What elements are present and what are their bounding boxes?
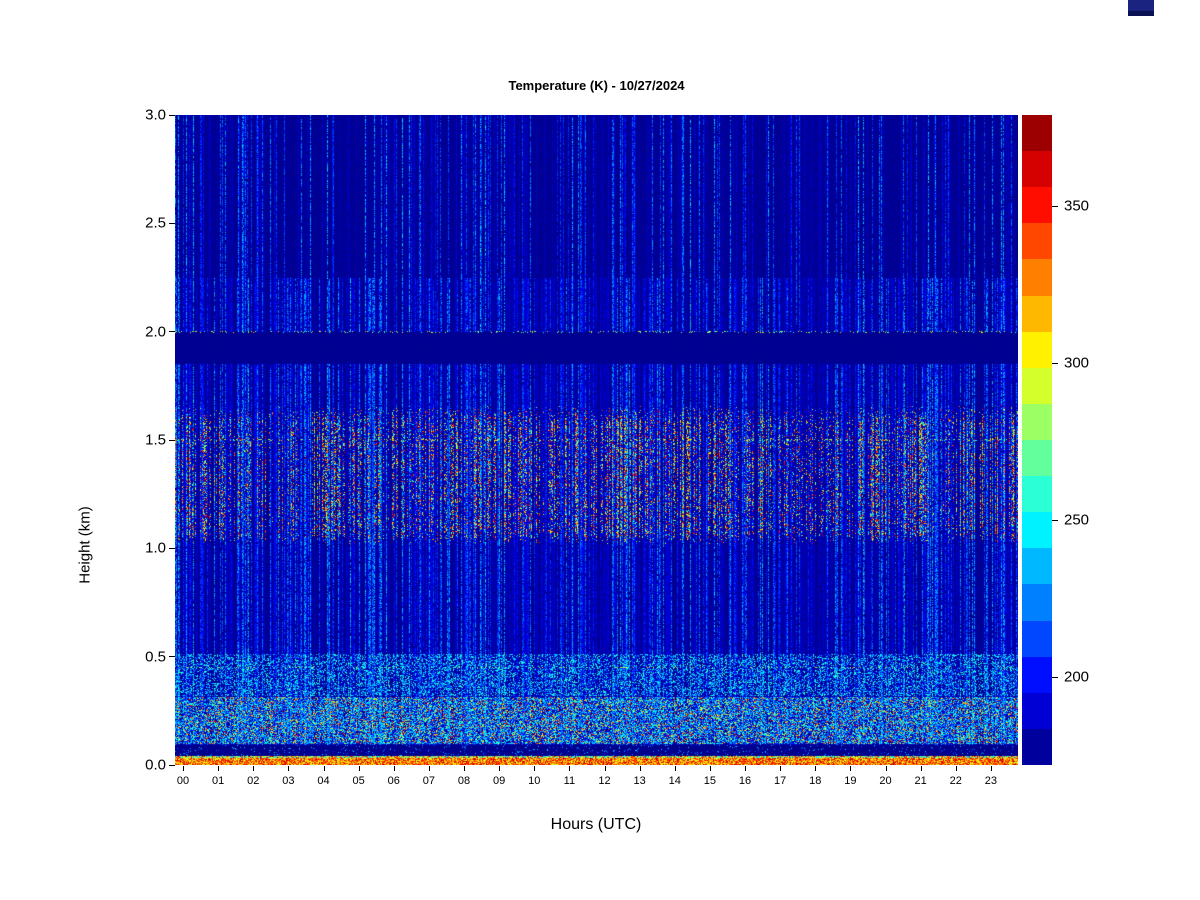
x-tick-mark — [218, 766, 220, 771]
y-tick-mark — [169, 439, 175, 441]
x-tick-label: 06 — [387, 775, 400, 787]
y-tick-label: 1.5 — [145, 431, 166, 449]
y-tick-label: 0.0 — [145, 756, 166, 774]
x-tick-label: 04 — [317, 775, 330, 787]
x-tick-mark — [323, 766, 325, 771]
x-tick-mark — [464, 766, 465, 771]
x-tick-mark — [183, 766, 184, 771]
x-tick-mark — [990, 766, 992, 771]
x-tick-mark — [569, 766, 571, 771]
colorbar-segment — [1022, 584, 1052, 621]
heatmap-canvas — [175, 115, 1018, 765]
x-tick-label: 01 — [212, 775, 225, 787]
x-tick-mark — [288, 766, 290, 771]
x-tick-mark — [674, 766, 676, 771]
x-tick-label: 10 — [528, 775, 541, 787]
y-tick-mark — [169, 114, 175, 116]
colorbar-tick-mark — [1052, 519, 1058, 521]
y-tick-mark — [169, 656, 175, 658]
heatmap-plot-area — [175, 115, 1018, 765]
x-tick-mark — [393, 766, 395, 771]
colorbar-segment — [1022, 656, 1052, 693]
x-tick-mark — [639, 766, 641, 771]
colorbar-segment — [1022, 476, 1052, 513]
x-tick-mark — [920, 766, 922, 771]
corner-artifact-bottom — [1128, 11, 1154, 16]
chart-title: Temperature (K) - 10/27/2024 — [508, 78, 685, 93]
colorbar-segment — [1022, 403, 1052, 440]
x-tick-label: 19 — [844, 775, 857, 787]
colorbar-segment — [1022, 439, 1052, 477]
colorbar-tick-label: 350 — [1064, 197, 1090, 215]
x-tick-mark — [850, 766, 852, 771]
colorbar-segment — [1022, 620, 1052, 657]
x-tick-label: 21 — [914, 775, 927, 787]
y-tick-label: 0.5 — [145, 648, 166, 666]
colorbar-tick-mark — [1052, 205, 1058, 207]
colorbar-segment — [1022, 692, 1052, 729]
x-tick-mark — [955, 766, 957, 771]
x-tick-label: 14 — [668, 775, 681, 787]
x-tick-label: 09 — [493, 775, 506, 787]
x-tick-mark — [709, 766, 711, 771]
colorbar-segment — [1022, 512, 1052, 549]
x-tick-label: 12 — [598, 775, 611, 787]
corner-artifact-top — [1128, 0, 1154, 11]
x-tick-label: 13 — [633, 775, 646, 787]
y-tick-label: 1.0 — [145, 539, 166, 557]
x-tick-label: 17 — [774, 775, 787, 787]
x-tick-label: 07 — [422, 775, 435, 787]
colorbar-tick-mark — [1052, 676, 1058, 678]
colorbar-segment — [1022, 728, 1052, 765]
x-tick-label: 15 — [703, 775, 716, 787]
colorbar-tick-mark — [1052, 362, 1058, 364]
x-tick-label: 02 — [247, 775, 260, 787]
y-tick-label: 2.5 — [145, 214, 166, 232]
corner-artifact — [1128, 0, 1154, 16]
colorbar-segment — [1022, 331, 1052, 368]
y-tick-mark — [169, 331, 175, 333]
colorbar-tick-label: 300 — [1064, 354, 1090, 372]
colorbar-segment — [1022, 115, 1052, 152]
y-tick-label: 3.0 — [145, 106, 166, 124]
x-tick-label: 22 — [949, 775, 962, 787]
colorbar-segment — [1022, 295, 1052, 332]
y-tick-mark — [169, 222, 175, 224]
x-tick-label: 08 — [457, 775, 471, 787]
colorbar — [1022, 115, 1052, 765]
x-tick-label: 03 — [282, 775, 295, 787]
x-tick-label: 00 — [176, 775, 190, 787]
x-tick-mark — [499, 766, 501, 771]
x-tick-mark — [885, 766, 887, 771]
x-axis-label: Hours (UTC) — [550, 816, 642, 833]
x-tick-label: 16 — [738, 775, 752, 787]
colorbar-segment — [1022, 151, 1052, 188]
x-tick-mark — [534, 766, 536, 771]
y-axis-label: Height (km) — [76, 506, 94, 584]
x-tick-label: 20 — [879, 775, 892, 787]
colorbar-tick-label: 200 — [1064, 668, 1090, 686]
x-tick-mark — [253, 766, 255, 771]
x-tick-mark — [358, 766, 360, 771]
colorbar-segment — [1022, 548, 1052, 585]
x-tick-mark — [428, 766, 430, 771]
colorbar-tick-label: 250 — [1064, 511, 1090, 529]
x-tick-label: 18 — [809, 775, 822, 787]
x-tick-label: 23 — [984, 775, 997, 787]
colorbar-segment — [1022, 259, 1052, 296]
x-tick-label: 05 — [352, 775, 365, 787]
y-tick-label: 2.0 — [145, 323, 166, 341]
x-tick-mark — [745, 766, 746, 771]
y-tick-mark — [169, 764, 175, 766]
x-tick-mark — [604, 766, 606, 771]
colorbar-segment — [1022, 367, 1052, 404]
y-tick-mark — [169, 547, 175, 549]
x-tick-mark — [815, 766, 817, 771]
colorbar-segment — [1022, 223, 1052, 260]
colorbar-segment — [1022, 187, 1052, 224]
x-tick-label: 11 — [563, 775, 576, 787]
x-tick-mark — [780, 766, 782, 771]
